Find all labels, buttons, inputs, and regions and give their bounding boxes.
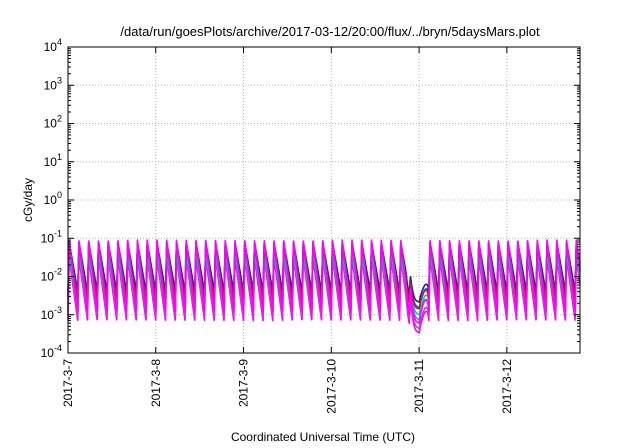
x-tick-label: 2017-3-7 [61,359,75,407]
y-tick-label: 100 [44,190,62,207]
y-tick-label: 10-4 [41,343,62,360]
y-tick-label: 10-3 [41,305,62,322]
y-tick-label: 102 [44,114,62,131]
y-tick-label: 103 [44,75,62,92]
x-tick-label: 2017-3-12 [500,359,514,414]
y-tick-label: 10-1 [41,228,62,245]
x-tick-label: 2017-3-9 [237,359,251,407]
x-tick-label: 2017-3-10 [324,359,338,414]
series-group [67,239,581,334]
y-tick-label: 101 [44,152,62,169]
x-axis-label: Coordinated Universal Time (UTC) [231,430,415,444]
chart-title: /data/run/goesPlots/archive/2017-03-12/2… [120,24,540,39]
x-tick-label: 2017-3-11 [412,359,426,413]
x-tick-label: 2017-3-8 [149,359,163,407]
y-tick-label: 104 [44,37,62,54]
y-axis-label: cGy/day [21,178,35,222]
series-line [67,239,581,324]
ticks: 10-4 10-3 10-2 10-1 100 101 102 103 104 2017-3-7 2… [41,37,580,414]
y-tick-label: 10-2 [41,267,62,284]
